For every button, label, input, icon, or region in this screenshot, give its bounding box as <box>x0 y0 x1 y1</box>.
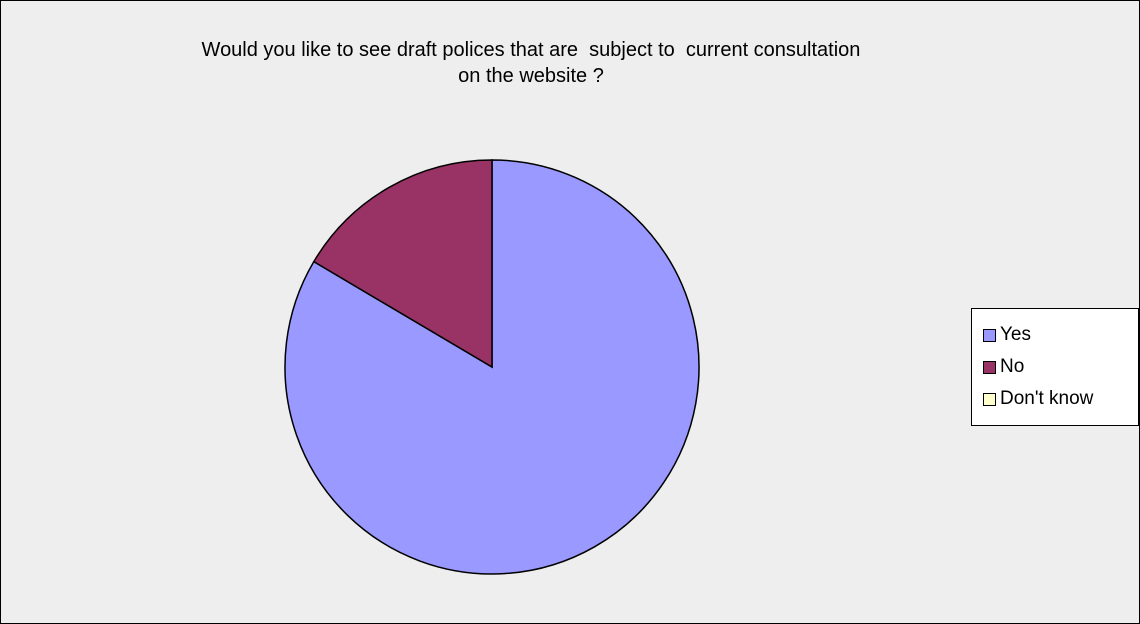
legend-swatch-no <box>983 360 996 374</box>
legend-label-dont-know: Don't know <box>1000 388 1094 409</box>
legend: Yes No Don't know <box>971 308 1139 426</box>
legend-item-dont-know: Don't know <box>983 383 1138 415</box>
pie-slice-no <box>312 159 493 369</box>
legend-label-yes: Yes <box>1000 324 1031 345</box>
legend-swatch-yes <box>983 328 996 342</box>
legend-item-no: No <box>983 351 1138 383</box>
legend-item-yes: Yes <box>983 319 1138 351</box>
legend-swatch-dont-know <box>983 392 996 406</box>
chart-title: Would you like to see draft polices that… <box>201 39 861 87</box>
legend-label-no: No <box>1000 356 1025 377</box>
